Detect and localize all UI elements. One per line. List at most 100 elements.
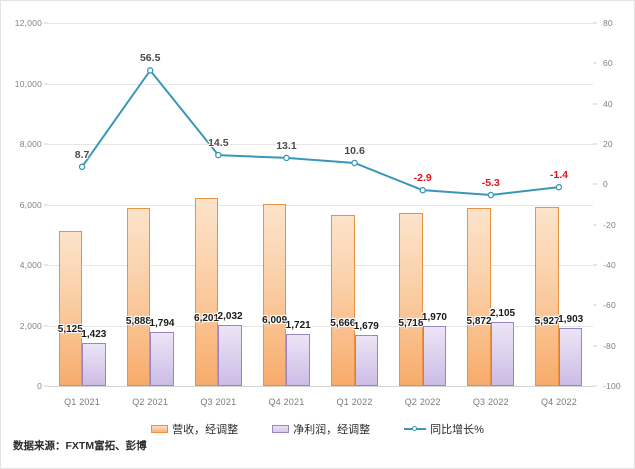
line-marker[interactable]	[215, 151, 222, 159]
bar-label-net-profit: 1,679	[353, 321, 379, 333]
gridline	[48, 23, 593, 24]
category-label: Q2 2021	[132, 397, 169, 407]
right-tick-mark	[593, 62, 597, 64]
category-label: Q1 2021	[64, 397, 101, 407]
bar-revenue[interactable]	[467, 208, 491, 386]
bar-revenue[interactable]	[58, 230, 83, 386]
right-tick-mark	[593, 345, 597, 347]
left-axis-tick-label: 2,000	[19, 320, 42, 331]
gridline	[48, 325, 593, 327]
left-axis-tick-label: 8,000	[19, 139, 42, 149]
legend-swatch-line-icon	[404, 425, 427, 433]
gridline	[48, 204, 593, 206]
bar-label-net-profit: 1,423	[81, 328, 107, 340]
bar-label-net-profit: 1,903	[558, 314, 584, 326]
bar-revenue[interactable]	[399, 213, 423, 386]
right-axis-tick-label: 60	[603, 58, 613, 69]
right-axis-tick-label: -20	[603, 219, 616, 230]
legend-item[interactable]: 营收，经调整	[151, 421, 238, 437]
right-axis-tick-label: 80	[603, 18, 613, 28]
bar-revenue[interactable]	[331, 214, 355, 386]
right-axis-tick-label: -60	[603, 300, 616, 311]
gridline	[48, 83, 593, 85]
bar-net-profit[interactable]	[218, 324, 242, 386]
legend-swatch-revenue-icon	[151, 425, 169, 433]
bar-net-profit[interactable]	[286, 333, 310, 386]
line-marker[interactable]	[419, 186, 426, 194]
bar-label-revenue: 5,927	[534, 315, 560, 327]
left-tick-mark	[44, 143, 48, 145]
bar-revenue[interactable]	[126, 207, 151, 386]
bar-net-profit[interactable]	[82, 342, 106, 386]
right-tick-mark	[593, 183, 597, 185]
right-axis-tick-label: -80	[603, 340, 616, 351]
left-axis-tick-label: 6,000	[19, 199, 42, 210]
right-tick-mark	[593, 264, 597, 266]
left-tick-mark	[44, 325, 48, 326]
bar-net-profit[interactable]	[558, 328, 583, 386]
left-axis-tick-label: 0	[37, 381, 42, 391]
bar-net-profit[interactable]	[490, 322, 515, 386]
right-tick-mark	[593, 22, 597, 24]
line-marker[interactable]	[351, 159, 358, 167]
line-marker[interactable]	[78, 163, 86, 171]
bar-net-profit[interactable]	[422, 326, 447, 386]
line-marker[interactable]	[146, 67, 154, 74]
growth-value-label: 14.5	[208, 137, 229, 150]
category-label: Q3 2022	[472, 397, 509, 407]
category-label: Q1 2022	[336, 397, 373, 407]
bar-label-revenue: 5,125	[57, 323, 83, 335]
bar-net-profit[interactable]	[150, 331, 174, 386]
line-marker[interactable]	[555, 183, 563, 191]
category-label: Q4 2021	[268, 397, 305, 407]
line-marker[interactable]	[487, 191, 495, 199]
bar-label-revenue: 6,201	[194, 313, 220, 325]
source-note: 数据来源：FXTM富拓、彭博	[13, 440, 147, 452]
growth-value-label: 13.1	[276, 139, 297, 152]
category-label: Q3 2021	[200, 397, 237, 407]
bar-net-profit[interactable]	[354, 335, 379, 386]
growth-value-label: -2.9	[413, 172, 432, 185]
bar-label-net-profit: 2,105	[490, 308, 516, 320]
right-tick-mark	[593, 304, 597, 306]
growth-value-label: 8.7	[74, 148, 90, 161]
growth-value-label: 56.5	[139, 52, 161, 65]
right-axis-tick-label: 20	[603, 139, 613, 149]
bar-label-revenue: 5,666	[330, 318, 356, 330]
right-axis-tick-label: -100	[603, 381, 621, 391]
bar-revenue[interactable]	[194, 198, 219, 386]
bar-label-revenue: 5,872	[466, 316, 492, 328]
legend-label: 净利润，经调整	[293, 424, 371, 436]
category-label: Q2 2022	[404, 397, 441, 407]
right-tick-mark	[593, 385, 597, 387]
bar-label-revenue: 6,009	[262, 315, 288, 327]
bar-revenue[interactable]	[262, 204, 287, 386]
left-axis-tick-label: 12,000	[14, 18, 42, 28]
growth-value-label: -5.3	[481, 177, 500, 190]
right-tick-mark	[593, 224, 597, 226]
gridline	[48, 144, 593, 145]
bar-revenue[interactable]	[535, 206, 559, 386]
bar-label-net-profit: 1,794	[149, 317, 175, 329]
growth-value-label: -1.4	[549, 169, 568, 182]
left-tick-mark	[44, 83, 48, 84]
bar-label-net-profit: 1,721	[285, 319, 311, 331]
legend-item[interactable]: 同比增长%	[404, 421, 484, 437]
right-axis-tick-label: -40	[603, 260, 616, 270]
gridline	[48, 265, 593, 266]
right-axis-tick-label: 0	[603, 179, 608, 190]
left-tick-mark	[44, 22, 48, 24]
bar-label-revenue: 5,718	[398, 317, 424, 329]
left-tick-mark	[44, 385, 48, 387]
bar-label-net-profit: 2,032	[217, 310, 243, 322]
bar-label-net-profit: 1,970	[421, 312, 447, 324]
line-marker[interactable]	[283, 154, 290, 162]
growth-value-label: 10.6	[344, 144, 365, 157]
legend-label: 同比增长%	[430, 424, 484, 436]
legend-item[interactable]: 净利润，经调整	[272, 421, 370, 437]
legend-label: 营收，经调整	[172, 424, 239, 436]
bar-label-revenue: 5,888	[125, 316, 151, 328]
right-axis-tick-label: 40	[603, 98, 613, 109]
right-tick-mark	[593, 143, 597, 145]
